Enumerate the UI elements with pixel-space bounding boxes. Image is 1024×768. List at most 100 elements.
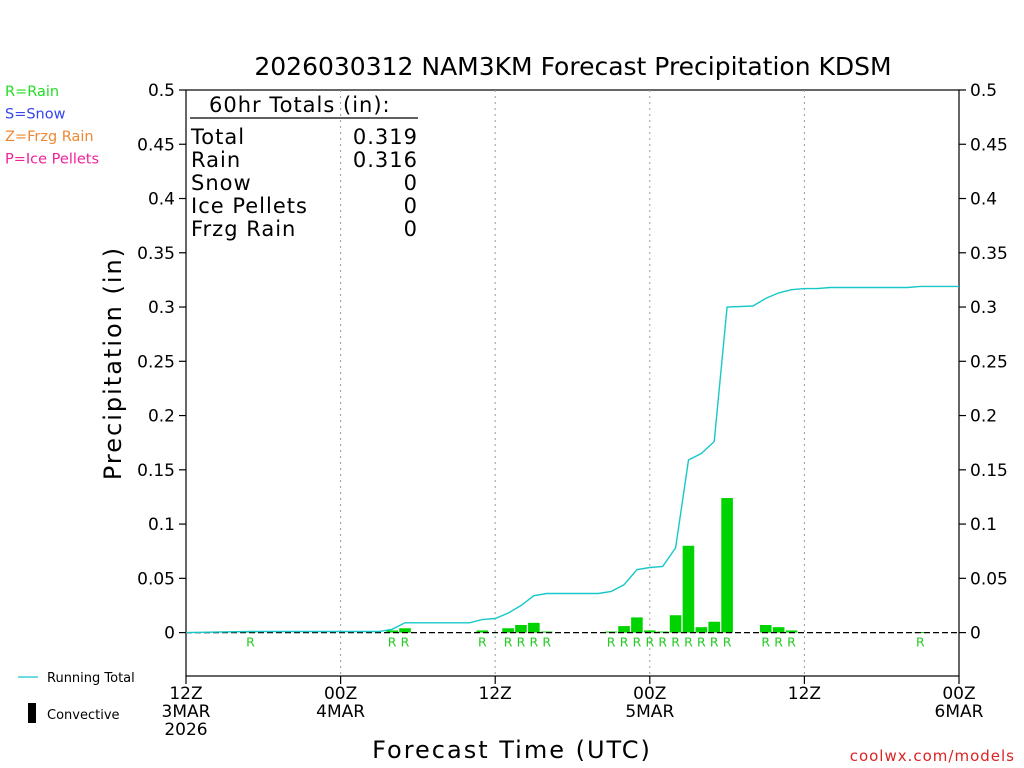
precip-bar [386, 630, 398, 633]
precip-bar [502, 628, 514, 633]
type-legend-item: R=Rain [5, 84, 59, 100]
credit-text: coolwx.com/models [850, 747, 1015, 765]
totals-row-label: Total [190, 125, 245, 149]
y-tick-label-left: 0.25 [137, 352, 175, 372]
y-tick-label-left: 0.1 [148, 515, 175, 535]
x-tick-label: 4MAR [316, 702, 365, 722]
totals-box: 60hr Totals (in): Total 0.319 Rain 0.316 Sno… [190, 93, 418, 241]
y-tick-label-left: 0.15 [137, 461, 175, 481]
precip-bar [515, 624, 527, 633]
totals-row-value: 0 [404, 171, 418, 195]
x-tick-label: 5MAR [625, 702, 674, 722]
x-tick-label: 6MAR [935, 702, 984, 722]
precip-type-label: R [761, 635, 770, 650]
precip-type-label: R [517, 635, 526, 650]
precip-type-legend: R=Rain S=Snow Z=Frzg Rain P=Ice Pellets [5, 84, 99, 168]
type-legend-item: Z=Frzg Rain [5, 129, 94, 145]
precip-bar [708, 621, 721, 633]
type-legend-item: P=Ice Pellets [5, 152, 99, 168]
precip-type-label: R [697, 635, 706, 650]
precip-bars [244, 498, 927, 634]
y-tick-label-right: 0.45 [970, 135, 1008, 155]
y-tick-label-right: 0.25 [970, 352, 1008, 372]
precip-type-label: R [607, 635, 616, 650]
y-tick-label-right: 0.05 [970, 569, 1008, 589]
precip-type-label: R [645, 635, 654, 650]
totals-row-label: Snow [191, 171, 252, 195]
plot-frame [185, 89, 960, 677]
y-tick-label-left: 0.4 [148, 190, 175, 210]
precip-bar [618, 626, 630, 633]
totals-row-label: Frzg Rain [191, 217, 296, 241]
convective-legend-swatch [28, 703, 36, 723]
precip-type-label: R [710, 635, 719, 650]
precip-bar [721, 498, 733, 633]
precip-type-label: R [620, 635, 629, 650]
totals-row-value: 0 [404, 217, 418, 241]
precip-bar [476, 630, 489, 633]
precip-type-label: R [246, 635, 255, 650]
precip-type-label: R [658, 635, 667, 650]
chart-title: 2026030312 NAM3KM Forecast Precipitation… [254, 52, 891, 81]
x-axis-label: Forecast Time (UTC) [372, 736, 652, 764]
y-tick-label-right: 0.15 [970, 461, 1008, 481]
bottom-legend: Running Total Convective [18, 671, 135, 723]
y-tick-label-right: 0.35 [970, 244, 1008, 264]
x-tick-label: 12Z [479, 684, 512, 704]
precip-bar [772, 627, 785, 633]
y-tick-label-left: 0.45 [137, 135, 175, 155]
x-tick-label: 00Z [324, 684, 357, 704]
precip-bar [399, 628, 411, 633]
precip-type-label: R [916, 635, 925, 650]
totals-rows: Total 0.319 Rain 0.316 Snow 0 Ice Pellets 0 Frzg… [190, 125, 418, 241]
precip-type-label: R [388, 635, 397, 650]
precip-type-label: R [401, 635, 410, 650]
precip-bar [682, 545, 695, 633]
y-tick-label-left: 0 [164, 624, 175, 644]
precip-bar [695, 627, 708, 633]
y-axis-label: Precipitation (in) [99, 246, 127, 480]
y-tick-label-right: 0.3 [970, 298, 997, 318]
y-tick-label-left: 0.05 [137, 569, 175, 589]
precip-bar [759, 624, 772, 633]
running-total-line [185, 285, 959, 634]
convective-legend-label: Convective [47, 708, 120, 723]
precip-type-label: R [787, 635, 796, 650]
y-tick-label-right: 0.2 [970, 407, 997, 427]
y-axis-ticks: 0 00.05 0.050.1 0.10.15 0.150.2 0.20.25 0.250.… [137, 81, 1008, 644]
y-tick-label-right: 0 [970, 624, 981, 644]
precip-bar [644, 630, 656, 633]
y-tick-label-left: 0.2 [148, 407, 175, 427]
x-tick-label: 2026 [164, 720, 207, 740]
x-tick-label: 3MAR [162, 702, 211, 722]
running-total-series [185, 285, 959, 634]
precip-bar [785, 630, 798, 633]
totals-row-value: 0 [404, 194, 418, 218]
precip-bar [528, 622, 540, 633]
type-legend-item: S=Snow [5, 107, 66, 123]
totals-row-value: 0.319 [353, 125, 418, 149]
precip-type-label: R [504, 635, 513, 650]
precip-type-label: R [530, 635, 539, 650]
precip-bar [631, 617, 643, 633]
totals-header: 60hr Totals (in): [209, 93, 391, 117]
x-tick-label: 00Z [942, 684, 975, 704]
y-tick-label-left: 0.5 [148, 81, 175, 101]
running-total-legend-label: Running Total [47, 671, 135, 686]
totals-row-label: Rain [191, 148, 241, 172]
x-tick-label: 12Z [169, 684, 202, 704]
precip-type-label: R [478, 635, 487, 650]
y-tick-label-left: 0.35 [137, 244, 175, 264]
precip-type-label: R [774, 635, 783, 650]
precip-type-label: R [542, 635, 551, 650]
precip-type-label: R [723, 635, 732, 650]
precip-type-label: R [633, 635, 642, 650]
x-tick-label: 12Z [788, 684, 821, 704]
y-tick-label-right: 0.4 [970, 190, 997, 210]
precip-bar [656, 631, 669, 633]
totals-row-label: Ice Pellets [191, 194, 308, 218]
precip-type-label: R [671, 635, 680, 650]
y-tick-label-left: 0.3 [148, 298, 175, 318]
